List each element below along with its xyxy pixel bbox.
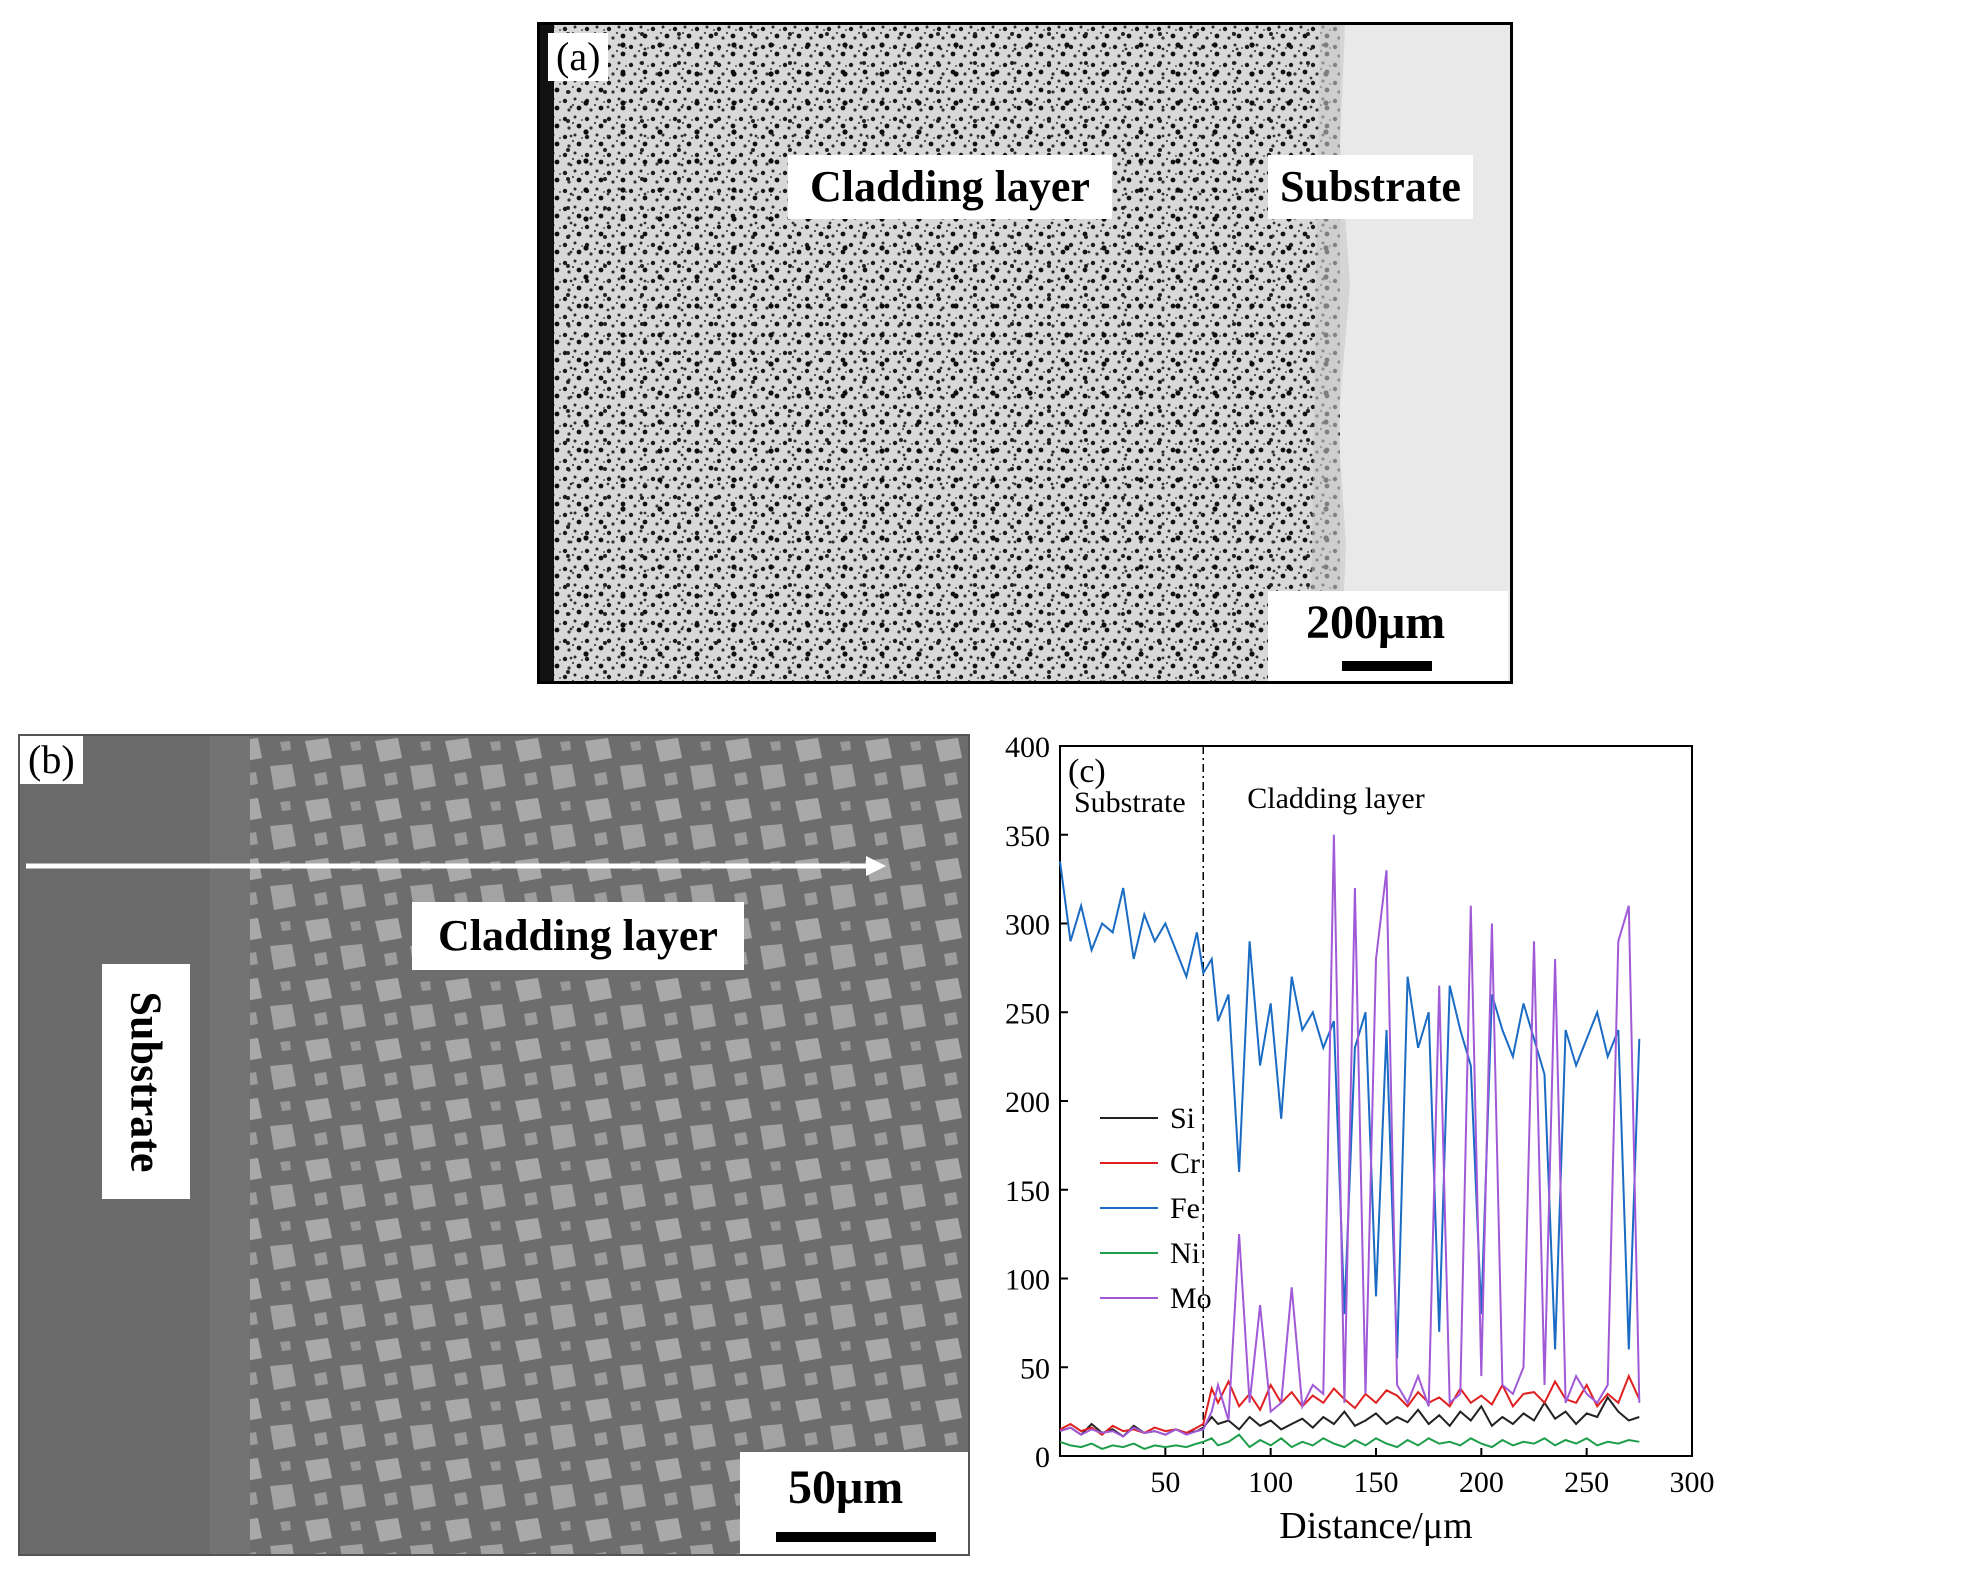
region-label-substrate: Substrate (1074, 786, 1186, 819)
scale-box-b: 50μm (740, 1452, 968, 1554)
y-tick-label: 0 (1035, 1441, 1050, 1474)
cladding-layer-label-a: Cladding layer (788, 155, 1112, 219)
series-line-mo (1059, 834, 1641, 1438)
x-tick-label: 50 (1150, 1466, 1180, 1499)
x-tick-label: 150 (1354, 1466, 1399, 1499)
panel-a-label: (a) (548, 33, 609, 81)
line-scan-arrow (26, 856, 886, 876)
series-line-cr (1059, 1373, 1641, 1436)
substrate-label-a: Substrate (1268, 155, 1473, 219)
cladding-layer-label-b: Cladding layer (412, 902, 744, 970)
scale-text-a: 200μm (1306, 596, 1446, 649)
legend-label-fe: Fe (1170, 1192, 1200, 1225)
plot-area: 0 50 100 150 200 250 300 350 400 50 100 150 200 250 30… (1005, 734, 1715, 1499)
y-tick-label: 100 (1005, 1264, 1050, 1297)
micrograph-a-image (540, 25, 1510, 681)
y-tick-label: 250 (1005, 997, 1050, 1030)
scale-box-a: 200μm (1268, 591, 1508, 681)
region-label-cladding: Cladding layer (1247, 782, 1424, 815)
substrate-label-box-b: Substrate (102, 964, 190, 1199)
x-axis-label: Distance/μm (1279, 1505, 1472, 1547)
micrograph-b: (b) Cladding layer Substrate 50μm (18, 734, 970, 1556)
micrograph-a: (a) Cladding layer Substrate 200μm (537, 22, 1513, 684)
y-tick-label: 150 (1005, 1175, 1050, 1208)
y-tick-label: 300 (1005, 909, 1050, 942)
scale-bar-a (1342, 661, 1432, 671)
legend-label-ni: Ni (1170, 1237, 1200, 1270)
x-tick-label: 300 (1670, 1466, 1715, 1499)
y-tick-label: 200 (1005, 1086, 1050, 1119)
y-tick-label: 50 (1020, 1352, 1050, 1385)
x-tick-label: 100 (1248, 1466, 1293, 1499)
panel-c-label: (c) (1068, 753, 1106, 790)
y-tick-label: 400 (1005, 734, 1050, 764)
legend-label-mo: Mo (1170, 1282, 1212, 1315)
x-tick-label: 200 (1459, 1466, 1504, 1499)
line-scan-chart: 0 50 100 150 200 250 300 350 400 50 100 150 200 250 30… (1005, 734, 1715, 1547)
series-line-fe (1059, 861, 1641, 1359)
legend-label-si: Si (1170, 1102, 1195, 1135)
scale-bar-b (776, 1532, 936, 1542)
x-tick-label: 250 (1564, 1466, 1609, 1499)
y-tick-label: 350 (1005, 820, 1050, 853)
plot-frame (1059, 745, 1693, 1457)
panel-b-label: (b) (20, 736, 83, 784)
scale-text-b: 50μm (788, 1461, 904, 1514)
substrate-label-b: Substrate (121, 991, 171, 1173)
series-line-ni (1059, 1433, 1640, 1450)
legend-label-cr: Cr (1170, 1147, 1200, 1180)
